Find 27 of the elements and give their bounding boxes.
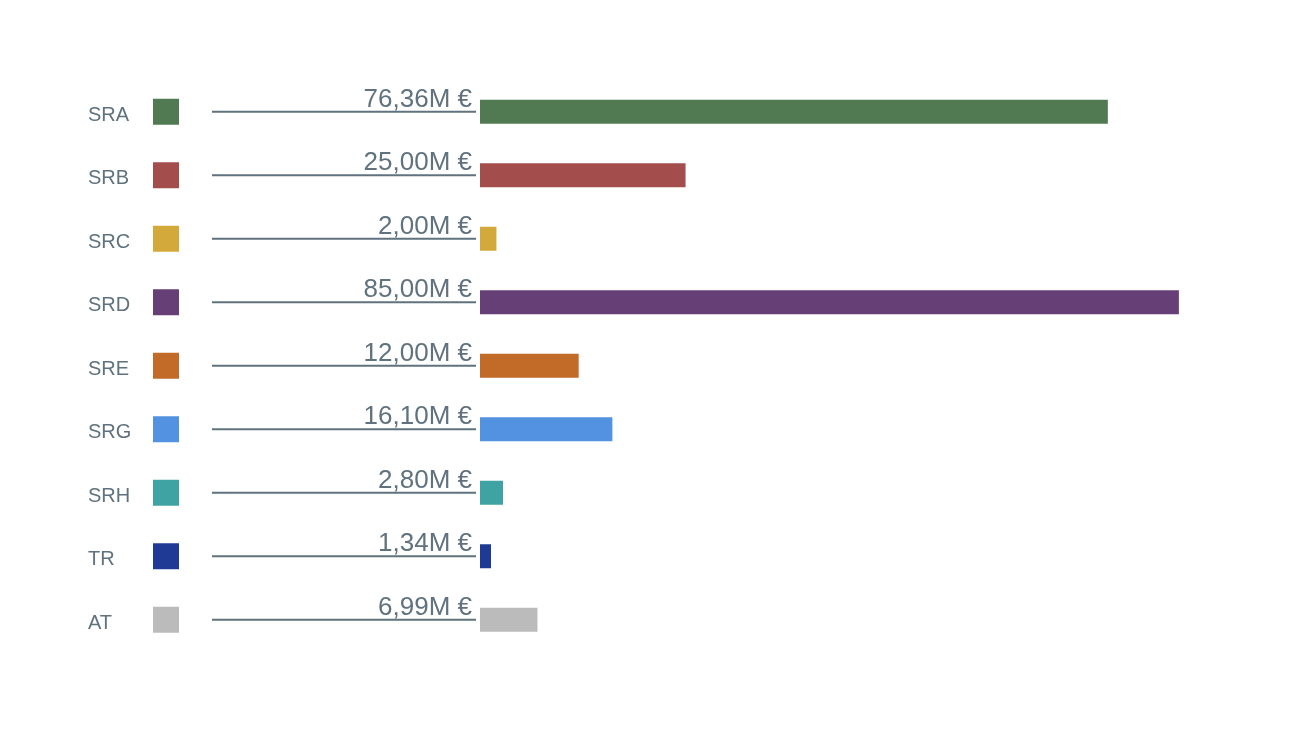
data-label: 2,00M € (378, 209, 473, 240)
bar (480, 226, 497, 251)
data-label: 25,00M € (363, 146, 473, 177)
data-label: 2,80M € (378, 463, 473, 494)
y-tick-label: AT (88, 610, 113, 633)
y-tick-label: TR (88, 547, 115, 570)
data-label: 16,10M € (363, 400, 473, 431)
bar (480, 607, 538, 632)
bar (480, 290, 1179, 315)
bar (480, 163, 686, 188)
data-label: 6,99M € (378, 590, 473, 621)
y-tick-label: SRG (88, 420, 132, 443)
y-tick-label: SRC (88, 229, 131, 252)
y-tick-label: SRD (88, 293, 131, 316)
y-tick-label: SRH (88, 483, 131, 506)
data-label: 85,00M € (363, 273, 473, 304)
y-tick-label: SRE (88, 356, 130, 379)
bar (480, 480, 504, 505)
data-label: 12,00M € (363, 336, 473, 367)
bar (480, 353, 579, 378)
bar (480, 99, 1108, 124)
bar (480, 417, 613, 442)
data-label: 1,34M € (378, 527, 473, 558)
y-tick-label: SRA (88, 102, 130, 125)
bar (480, 544, 492, 569)
data-label: 76,36M € (363, 82, 473, 113)
y-tick-label: SRB (88, 166, 130, 189)
